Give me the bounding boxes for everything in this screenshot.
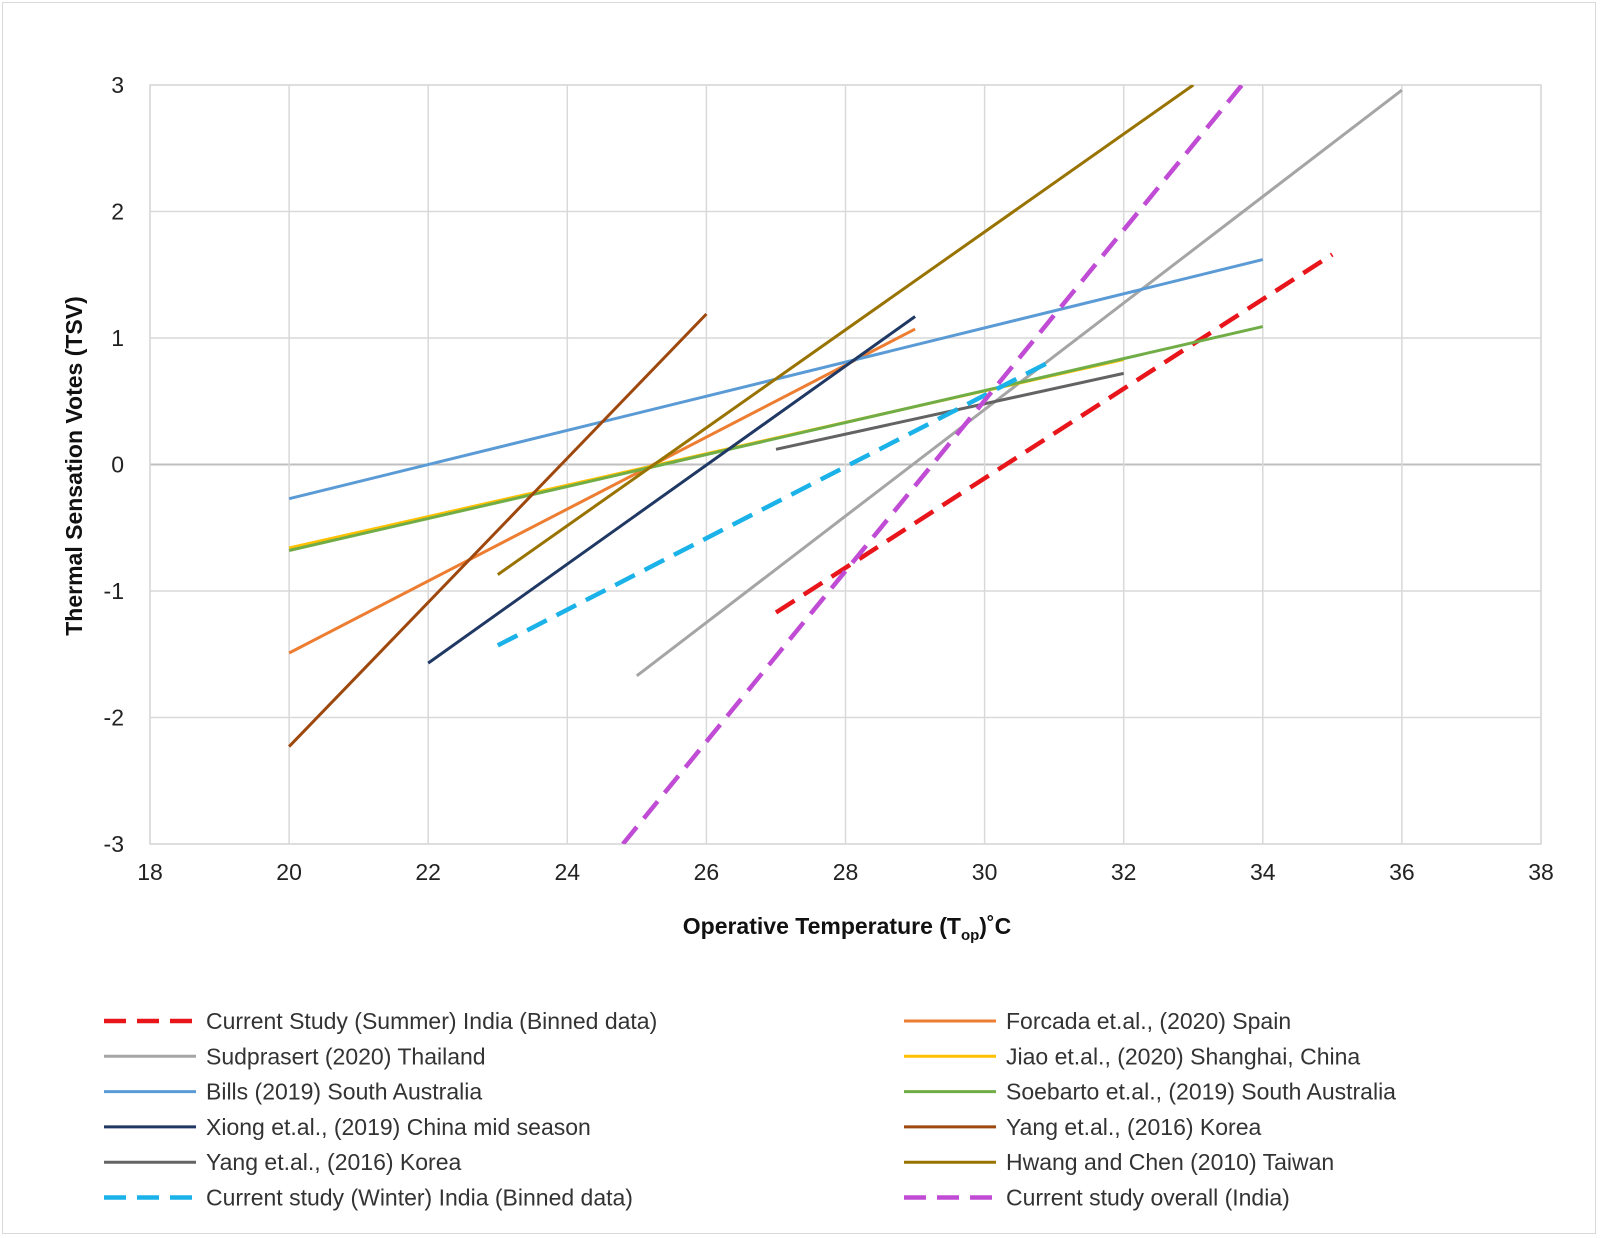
series-line-1 [774,252,1334,615]
legend-label: Yang et.al., (2016) Korea [206,1149,461,1175]
y-tick-label: 1 [111,325,124,351]
x-axis-title-end: )˚C [979,913,1011,939]
legend-item: Yang et.al., (2016) Korea [104,1149,461,1175]
x-tick-label: 28 [833,859,859,885]
legend-item: Current study overall (India) [904,1185,1290,1211]
tick-layer: -3 -2 -1 0 1 2 3 18 20 22 24 26 28 30 32 34 36 38 [104,72,1554,885]
y-tick-label: 2 [111,199,124,225]
series-line-2 [288,327,916,655]
x-tick-label: 24 [555,859,581,885]
legend-item: Forcada et.al., (2020) Spain [904,1008,1291,1034]
legend-item: Yang et.al., (2016) Korea [904,1114,1261,1140]
legend-item: Soebarto et.al., (2019) South Australia [904,1079,1396,1105]
x-tick-label: 32 [1111,859,1137,885]
legend-label: Jiao et.al., (2020) Shanghai, China [1006,1043,1360,1069]
y-axis-title: Thermal Sensation Votes (TSV) [61,296,87,636]
x-axis-title: Operative Temperature (Top)˚C [683,913,1011,944]
x-tick-label: 38 [1528,859,1554,885]
legend-item: Sudprasert (2020) Thailand [104,1043,486,1069]
series-line-7 [427,315,916,665]
legend-label: Bills (2019) South Australia [206,1079,482,1105]
legend-label: Yang et.al., (2016) Korea [1006,1114,1261,1140]
legend-item: Current study (Winter) India (Binned dat… [104,1185,633,1211]
legend: Current Study (Summer) India (Binned dat… [104,1008,1396,1211]
x-tick-label: 18 [137,859,163,885]
series-line-6 [288,325,1264,552]
legend-item: Xiong et.al., (2019) China mid season [104,1114,591,1140]
x-axis-title-main: Operative Temperature (T [683,913,961,939]
legend-label: Forcada et.al., (2020) Spain [1006,1008,1291,1034]
legend-item: Hwang and Chen (2010) Taiwan [904,1149,1334,1175]
series-line-11 [496,357,1056,648]
legend-item: Jiao et.al., (2020) Shanghai, China [904,1043,1360,1069]
legend-label: Xiong et.al., (2019) China mid season [206,1114,591,1140]
legend-label: Current Study (Summer) India (Binned dat… [206,1008,657,1034]
legend-label: Current study (Winter) India (Binned dat… [206,1185,633,1211]
y-tick-label: -1 [104,578,124,604]
legend-label: Hwang and Chen (2010) Taiwan [1006,1149,1334,1175]
legend-label: Sudprasert (2020) Thailand [206,1043,486,1069]
legend-item: Bills (2019) South Australia [104,1079,482,1105]
x-tick-label: 22 [415,859,441,885]
x-axis-title-sub: op [961,927,979,944]
x-tick-label: 30 [972,859,998,885]
y-tick-label: -3 [104,831,124,857]
x-tick-label: 20 [276,859,302,885]
x-tick-label: 36 [1389,859,1415,885]
series-line-8 [288,312,708,748]
x-tick-label: 26 [694,859,720,885]
y-tick-label: 3 [111,72,124,98]
series-line-10 [496,85,1195,576]
grid-layer [149,84,1542,845]
x-tick-label: 34 [1250,859,1276,885]
y-tick-label: -2 [104,705,124,731]
legend-label: Soebarto et.al., (2019) South Australia [1006,1079,1396,1105]
series-layer [288,85,1403,844]
legend-item: Current Study (Summer) India (Binned dat… [104,1008,657,1034]
y-tick-label: 0 [111,452,124,478]
legend-label: Current study overall (India) [1006,1185,1290,1211]
